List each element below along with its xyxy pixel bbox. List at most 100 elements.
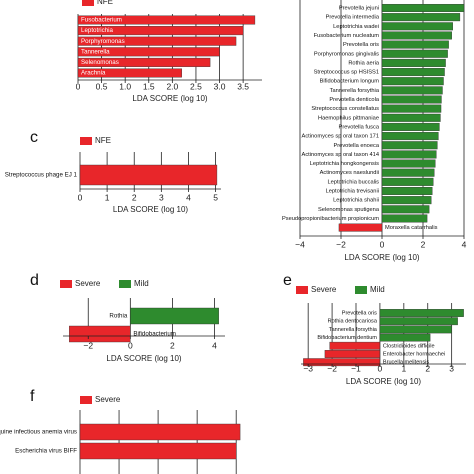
legend-entry: Mild [370, 285, 385, 294]
bar [379, 325, 452, 334]
bar [381, 40, 449, 49]
bar [381, 22, 453, 31]
category-label: Prevotella intermedia [326, 15, 380, 21]
category-label: Tannerella forsythia [330, 88, 380, 94]
category-label: Fusobacterium nucleatum [314, 33, 380, 39]
x-tick-label: 0 [380, 239, 385, 249]
x-tick-label: 0 [78, 192, 83, 202]
bar [381, 13, 461, 22]
category-label: Pseudopropionibacterium propionicum [282, 216, 379, 222]
x-axis-title: LDA SCORE (log 10) [346, 377, 421, 386]
chart-panel-1: Prevotella jejuni Prevotella intermedia Le… [282, 0, 467, 262]
x-tick-label: 3.0 [214, 81, 226, 91]
category-label: Rothia [109, 313, 127, 320]
category-label: Moraxella catarrhalis [385, 225, 438, 231]
x-tick-label: 3 [449, 363, 454, 373]
x-tick-label: −2 [327, 363, 337, 373]
x-tick-label: 4 [462, 239, 467, 249]
panel-letter: e [283, 272, 292, 289]
category-label: Bifidobacterium [133, 331, 176, 338]
x-tick-label: 2 [170, 340, 175, 350]
x-tick-label: 4 [186, 192, 191, 202]
category-label: Streptococcus phage EJ 1 [5, 172, 78, 179]
bar [379, 317, 458, 326]
bar [379, 333, 431, 342]
category-label: Leptotrichia shahii [333, 198, 379, 204]
legend-entry: Severe [311, 285, 337, 294]
legend-swatch [355, 286, 367, 294]
x-tick-label: 1 [105, 192, 110, 202]
bar [381, 159, 436, 168]
bar [381, 196, 432, 205]
x-tick-label: 3 [159, 192, 164, 202]
bar [381, 86, 443, 95]
category-label: Clostridioides difficile [383, 343, 435, 349]
x-tick-label: 0.5 [96, 81, 108, 91]
category-label: Prevotella enoeca [333, 143, 379, 149]
bar [381, 49, 448, 58]
category-label: Bifidobacterium longum [320, 79, 380, 85]
category-label: Tannerella [81, 48, 110, 55]
x-axis-title: LDA SCORE (log 10) [132, 94, 207, 103]
x-tick-label: 3.5 [237, 81, 249, 91]
category-label: Leptotrichia [81, 27, 114, 34]
chart-panel-3: d Severe Mild Rothia Bifidobacterium −2 0 2 4 LDA… [30, 272, 225, 363]
bar [381, 95, 442, 104]
category-label: Prevotella fusca [339, 124, 380, 130]
legend-swatch [119, 280, 131, 288]
legend-entry: NFE [97, 0, 113, 6]
bar [381, 186, 433, 195]
legend-swatch [80, 137, 92, 145]
bar [77, 26, 244, 36]
legend-entry: Severe [75, 279, 101, 288]
bar [77, 68, 182, 78]
bar [381, 168, 435, 177]
bar [379, 309, 464, 317]
category-label: Porphyromonas gingivalis [314, 51, 379, 57]
category-label: Fusobacterium [81, 17, 122, 24]
chart-panel-5: f Severe Equine infectious anemia virus Esc… [0, 388, 241, 474]
category-label: Prevotella denticola [329, 97, 379, 103]
bar [329, 341, 381, 350]
category-label: Prevotella oris [343, 42, 379, 48]
x-tick-label: 2 [132, 192, 137, 202]
category-label: Rothia dentocariosa [328, 319, 378, 325]
panel-letter: c [30, 129, 38, 146]
category-label: Bifidobacterium dentium [317, 335, 377, 341]
bar [79, 164, 218, 186]
x-tick-label: −1 [351, 363, 361, 373]
panel-letter: d [30, 272, 39, 289]
category-label: Streptococcus constellatus [311, 106, 379, 112]
legend-entry: Mild [134, 279, 149, 288]
bar [381, 58, 446, 67]
bar [338, 223, 383, 232]
bar [381, 31, 452, 40]
x-tick-label: 2.0 [166, 81, 178, 91]
x-tick-label: 4 [212, 340, 217, 350]
category-label: Prevotella oris [342, 310, 377, 316]
bar [324, 350, 381, 358]
x-axis-title: LDA SCORE (log 10) [113, 205, 188, 214]
bar [381, 104, 442, 113]
category-label: Streptococcus sp HSISS1 [314, 70, 379, 76]
bar [77, 57, 211, 67]
x-axis-title: LDA SCORE (log 10) [106, 354, 181, 363]
x-tick-label: 5 [213, 192, 218, 202]
x-tick-label: 2 [421, 239, 426, 249]
category-label: Haemophilus pittmaniae [318, 115, 379, 121]
legend-entry: Severe [95, 395, 121, 404]
x-tick-label: 2 [425, 363, 430, 373]
category-label: Leptotrichia hongkongensis [310, 161, 379, 167]
category-label: Rothia aeria [348, 60, 380, 66]
bar [381, 77, 444, 86]
bar [381, 150, 437, 159]
bar [381, 141, 438, 150]
category-label: Equine infectious anemia virus [0, 429, 77, 436]
bar [381, 132, 439, 141]
bar [381, 68, 445, 77]
category-label: Tannerella forsythia [329, 327, 378, 333]
bar [77, 47, 220, 57]
category-label: Actinomyces sp oral taxon 414 [302, 152, 379, 158]
bar [381, 113, 441, 122]
